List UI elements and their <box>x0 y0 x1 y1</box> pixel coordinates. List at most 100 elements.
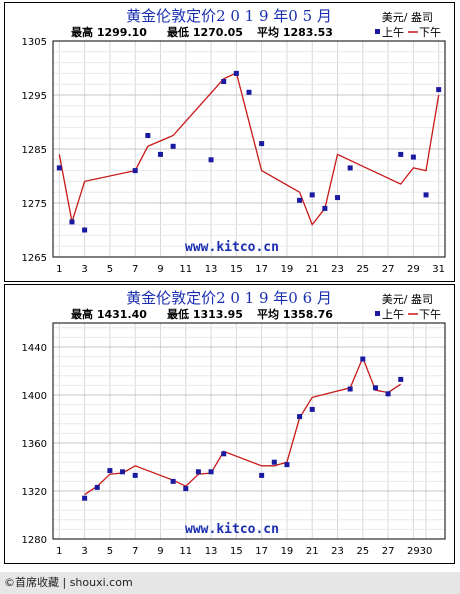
plot-border <box>52 40 446 258</box>
x-tick-label: 31 <box>432 264 445 275</box>
series-am-point <box>233 70 239 76</box>
series-am-point <box>170 143 176 149</box>
y-tick-label: 1305 <box>22 37 47 48</box>
series-am-point <box>246 89 252 95</box>
x-tick-label: 19 <box>281 264 294 275</box>
stat-high: 最高 1431.40 <box>71 307 147 321</box>
series-pm-line <box>58 71 440 226</box>
x-tick-label: 23 <box>331 264 344 275</box>
series-am-point <box>347 386 353 392</box>
y-tick-label: 1275 <box>22 199 47 210</box>
x-tick-label: 3 <box>81 264 87 275</box>
x-tick-label: 11 <box>179 546 192 557</box>
x-tick-label: 30 <box>420 546 433 557</box>
plot-area <box>52 322 446 540</box>
chart-panel-june: 黄金伦敦定价2 0 1 9 年0 6 月 美元/ 盎司最高 1431.40 最低 1… <box>4 284 455 564</box>
series-am-point <box>385 391 391 397</box>
series-am-point <box>132 472 138 478</box>
x-tick-label: 21 <box>306 264 319 275</box>
x-tick-label: 29 <box>407 546 420 557</box>
series-am-point <box>94 484 100 490</box>
x-tick-label: 17 <box>255 264 268 275</box>
series-am-point <box>259 472 265 478</box>
x-tick-label: 1 <box>56 546 62 557</box>
y-tick-label: 1320 <box>22 487 47 498</box>
x-tick-label: 15 <box>230 264 243 275</box>
footer-label: ©首席收藏 | shouxi.com <box>4 576 133 589</box>
series-am-point <box>309 406 315 412</box>
x-tick-label: 7 <box>132 546 138 557</box>
series-am-point <box>398 376 404 382</box>
x-tick-label: 27 <box>382 264 395 275</box>
series-am-point <box>183 486 189 492</box>
y-tick-label: 1295 <box>22 91 47 102</box>
series-am-point <box>195 469 201 475</box>
series-am-point <box>221 79 227 84</box>
series-am-point <box>120 469 126 475</box>
x-tick-label: 7 <box>132 264 138 275</box>
x-tick-label: 17 <box>255 546 268 557</box>
stat-low: 最低 1270.05 <box>167 25 243 39</box>
series-am-point <box>208 157 214 163</box>
stat-avg: 平均 1283.53 <box>257 25 333 39</box>
series-am-point <box>132 168 138 174</box>
stat-low: 最低 1313.95 <box>167 307 243 321</box>
legend-am-label: 上午 <box>382 308 404 321</box>
x-tick-label: 27 <box>382 546 395 557</box>
chart-title: 黄金伦敦定价2 0 1 9 年0 6 月 <box>126 289 332 307</box>
x-tick-label: 23 <box>331 546 344 557</box>
series-am-point <box>335 195 341 201</box>
x-tick-label: 21 <box>306 546 319 557</box>
x-tick-label: 15 <box>230 546 243 557</box>
chart-title: 黄金伦敦定价2 0 1 9 年0 5 月 <box>126 7 332 25</box>
x-tick-label: 9 <box>157 264 163 275</box>
x-tick-label: 1 <box>56 264 62 275</box>
stat-avg: 平均 1358.76 <box>257 307 333 321</box>
series-am-point <box>347 165 353 171</box>
x-tick-label: 11 <box>179 264 192 275</box>
y-tick-label: 1280 <box>22 535 47 546</box>
legend-pm-label: 下午 <box>419 308 441 321</box>
series-am-point <box>271 459 277 465</box>
legend-am-marker <box>375 29 380 34</box>
unit-label: 美元/ 盎司 <box>382 10 433 24</box>
series-am-point <box>322 205 328 211</box>
legend-am-label: 上午 <box>382 26 404 39</box>
x-tick-label: 25 <box>356 264 369 275</box>
series-am-point <box>221 451 227 457</box>
series-am-point <box>398 151 404 157</box>
legend-pm-label: 下午 <box>419 26 441 39</box>
unit-label: 美元/ 盎司 <box>382 292 433 306</box>
plot-border <box>52 322 446 540</box>
y-tick-label: 1400 <box>22 391 47 402</box>
site-footer: ©首席收藏 | shouxi.com <box>0 572 460 594</box>
x-tick-label: 25 <box>356 546 369 557</box>
y-tick-label: 1285 <box>22 145 47 156</box>
series-am-point <box>56 165 62 171</box>
series-am-point <box>157 151 163 157</box>
series-am-point <box>259 141 265 147</box>
series-am-point <box>436 87 442 93</box>
x-tick-label: 5 <box>107 264 113 275</box>
x-tick-label: 13 <box>205 264 218 275</box>
series-am-point <box>372 385 378 391</box>
series-am-point <box>284 462 290 468</box>
x-tick-label: 29 <box>407 264 420 275</box>
legend-am-marker <box>375 311 380 316</box>
series-am-point <box>208 469 214 475</box>
series-am-point <box>423 192 429 198</box>
x-tick-label: 19 <box>281 546 294 557</box>
series-am-point <box>107 468 113 474</box>
y-tick-label: 1360 <box>22 439 47 450</box>
series-am-point <box>410 154 416 160</box>
series-am-point <box>170 478 176 484</box>
watermark: www.kitco.cn <box>185 522 279 537</box>
x-tick-label: 9 <box>157 546 163 557</box>
series-am-point <box>297 197 303 203</box>
x-tick-label: 13 <box>205 546 218 557</box>
stat-high: 最高 1299.10 <box>71 25 147 39</box>
y-tick-label: 1265 <box>22 253 47 264</box>
chart-panel-may: 黄金伦敦定价2 0 1 9 年0 5 月 美元/ 盎司最高 1299.10 最低 1… <box>4 2 455 282</box>
